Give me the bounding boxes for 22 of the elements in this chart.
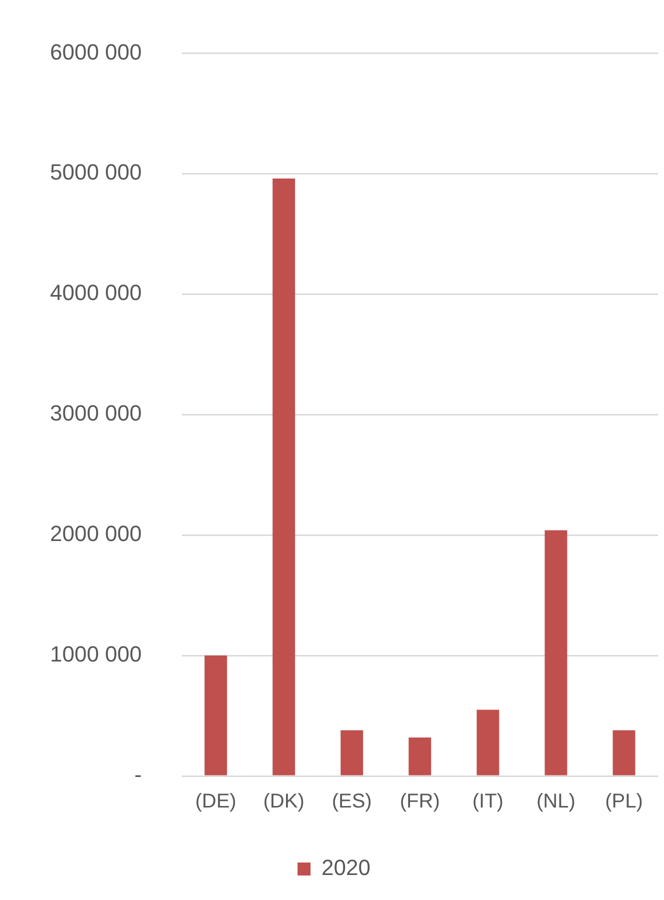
- bar: [272, 178, 296, 776]
- bar: [544, 530, 568, 776]
- legend-label: 2020: [322, 855, 370, 880]
- x-tick-label: (IT): [472, 790, 504, 813]
- bar: [408, 737, 432, 776]
- y-tick-label: 6000 000: [50, 39, 142, 64]
- y-tick-label: 2000 000: [50, 521, 142, 546]
- y-tick-label: 4000 000: [50, 280, 142, 306]
- y-tick-label: 5000 000: [50, 160, 142, 185]
- y-tick-label: -: [134, 762, 142, 788]
- x-tick-label: (NL): [536, 790, 576, 813]
- y-tick-label: 1000 000: [50, 642, 142, 667]
- bar: [612, 730, 636, 776]
- bar: [340, 730, 364, 776]
- bar: [204, 656, 228, 776]
- bar: [476, 710, 500, 776]
- x-tick-label: (DK): [263, 790, 304, 813]
- x-tick-label: (ES): [332, 790, 372, 813]
- x-tick-label: (PL): [605, 790, 643, 813]
- x-tick-label: (DE): [195, 790, 236, 813]
- y-tick-label: 3000 000: [50, 400, 142, 426]
- x-tick-label: (FR): [400, 790, 440, 813]
